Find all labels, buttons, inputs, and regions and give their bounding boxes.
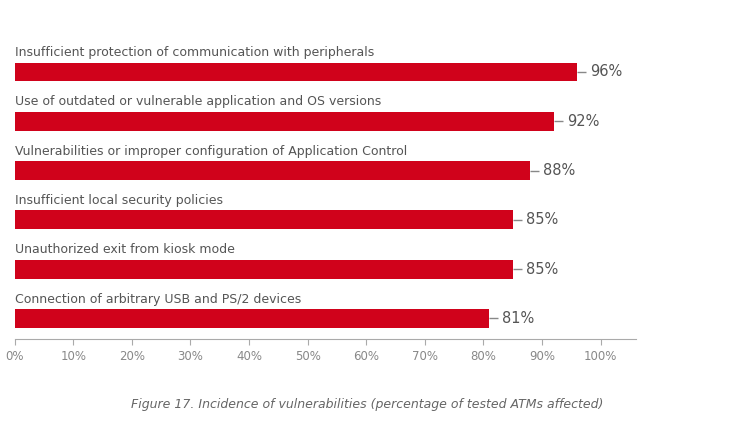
Text: 92%: 92%: [567, 114, 599, 129]
Text: Connection of arbitrary USB and PS/2 devices: Connection of arbitrary USB and PS/2 dev…: [15, 293, 301, 306]
Text: 96%: 96%: [590, 64, 623, 79]
Text: Vulnerabilities or improper configuration of Application Control: Vulnerabilities or improper configuratio…: [15, 145, 407, 158]
Text: Unauthorized exit from kiosk mode: Unauthorized exit from kiosk mode: [15, 243, 234, 257]
Text: Use of outdated or vulnerable application and OS versions: Use of outdated or vulnerable applicatio…: [15, 95, 381, 109]
Text: 88%: 88%: [543, 163, 576, 178]
Text: Insufficient local security policies: Insufficient local security policies: [15, 194, 223, 207]
Text: 85%: 85%: [526, 262, 558, 277]
Text: Figure 17. Incidence of vulnerabilities (percentage of tested ATMs affected): Figure 17. Incidence of vulnerabilities …: [132, 399, 603, 411]
Bar: [15, 260, 513, 279]
Text: 85%: 85%: [526, 212, 558, 227]
Bar: [15, 309, 490, 328]
Text: 81%: 81%: [502, 311, 534, 326]
Bar: [15, 210, 513, 229]
Bar: [15, 161, 531, 180]
Bar: [15, 112, 553, 131]
Bar: [15, 62, 577, 81]
Text: Insufficient protection of communication with peripherals: Insufficient protection of communication…: [15, 46, 374, 59]
